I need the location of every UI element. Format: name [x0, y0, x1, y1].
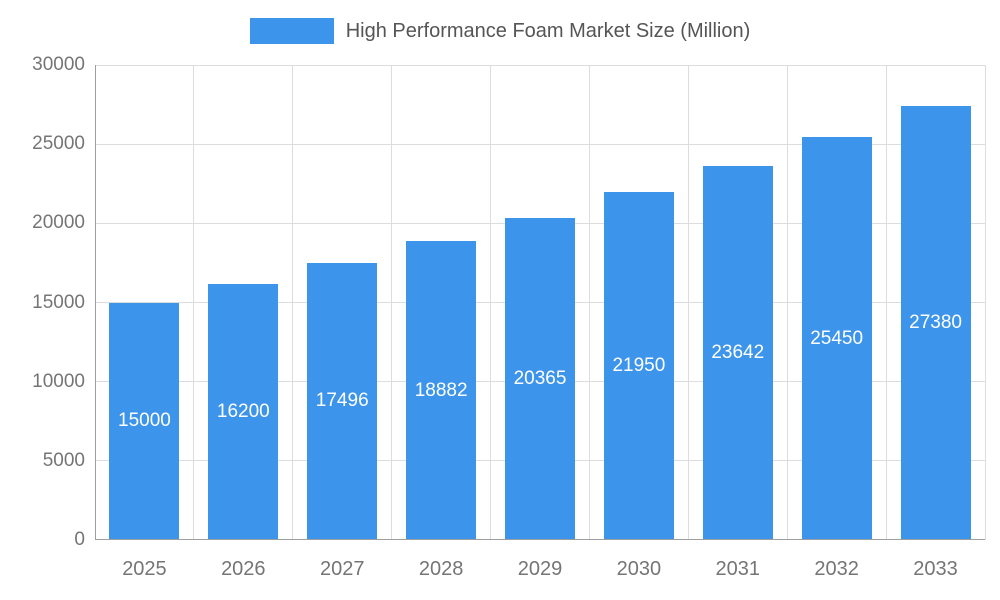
chart-legend: High Performance Foam Market Size (Milli… [0, 18, 1000, 44]
gridline-vertical [885, 65, 887, 540]
y-axis-tick-label: 0 [74, 529, 85, 550]
y-axis-line [95, 65, 96, 540]
y-axis-tick-label: 25000 [32, 133, 85, 155]
bar-value-label: 20365 [513, 367, 567, 389]
bar-2029: 20365 [505, 217, 575, 540]
gridline-vertical [786, 65, 788, 540]
bar-2026: 16200 [208, 283, 279, 540]
y-axis-tick-label: 15000 [32, 291, 85, 313]
x-axis-tick-label: 2028 [418, 558, 464, 580]
bar-2028: 18882 [406, 241, 477, 540]
x-axis-tick-label: 2032 [814, 558, 859, 580]
plot-area: 15000 16200 17496 18882 20365 21950 23642 25450… [95, 64, 986, 540]
bar-value-label: 23642 [711, 341, 765, 363]
y-axis-tick-label: 5000 [42, 449, 85, 471]
x-axis-tick-label: 2027 [319, 558, 365, 580]
bar-2032: 25450 [801, 137, 872, 540]
x-axis-tick-label: 2031 [715, 558, 761, 580]
y-axis-tick-label: 10000 [32, 370, 85, 392]
gridline-horizontal [95, 143, 985, 145]
bar-value-label: 21950 [612, 355, 666, 377]
y-axis-tick-label: 30000 [32, 54, 85, 75]
bar-value-label: 15000 [118, 410, 171, 432]
gridline-vertical [292, 65, 294, 540]
bar-value-label: 25450 [810, 327, 864, 349]
gridline-vertical [193, 65, 195, 540]
gridline-vertical [588, 65, 590, 540]
gridline-vertical [687, 65, 689, 540]
x-axis-tick-label: 2025 [122, 558, 167, 580]
gridline-vertical [984, 65, 986, 540]
bar-value-label: 18882 [414, 379, 468, 401]
x-axis-tick-label: 2026 [221, 558, 266, 580]
bar-2033: 27380 [900, 106, 971, 540]
bar-value-label: 17496 [315, 390, 369, 412]
bar-2025: 15000 [109, 302, 180, 540]
x-axis-tick-label: 2029 [517, 558, 563, 580]
bar-value-label: 16200 [216, 400, 270, 422]
bar-2027: 17496 [307, 262, 378, 540]
legend-label: High Performance Foam Market Size (Milli… [345, 19, 751, 42]
bar-2031: 23642 [702, 165, 773, 540]
x-axis-tick-label: 2033 [913, 558, 958, 580]
x-axis-line [95, 539, 985, 540]
y-axis-tick-label: 20000 [32, 212, 85, 234]
x-axis-tick-label: 2030 [616, 558, 662, 580]
bar-value-label: 27380 [909, 312, 962, 334]
gridline-horizontal [95, 64, 985, 66]
bar-2030: 21950 [603, 192, 674, 540]
legend-swatch [249, 18, 334, 44]
gridline-vertical [391, 65, 393, 540]
gridline-vertical [490, 65, 492, 540]
